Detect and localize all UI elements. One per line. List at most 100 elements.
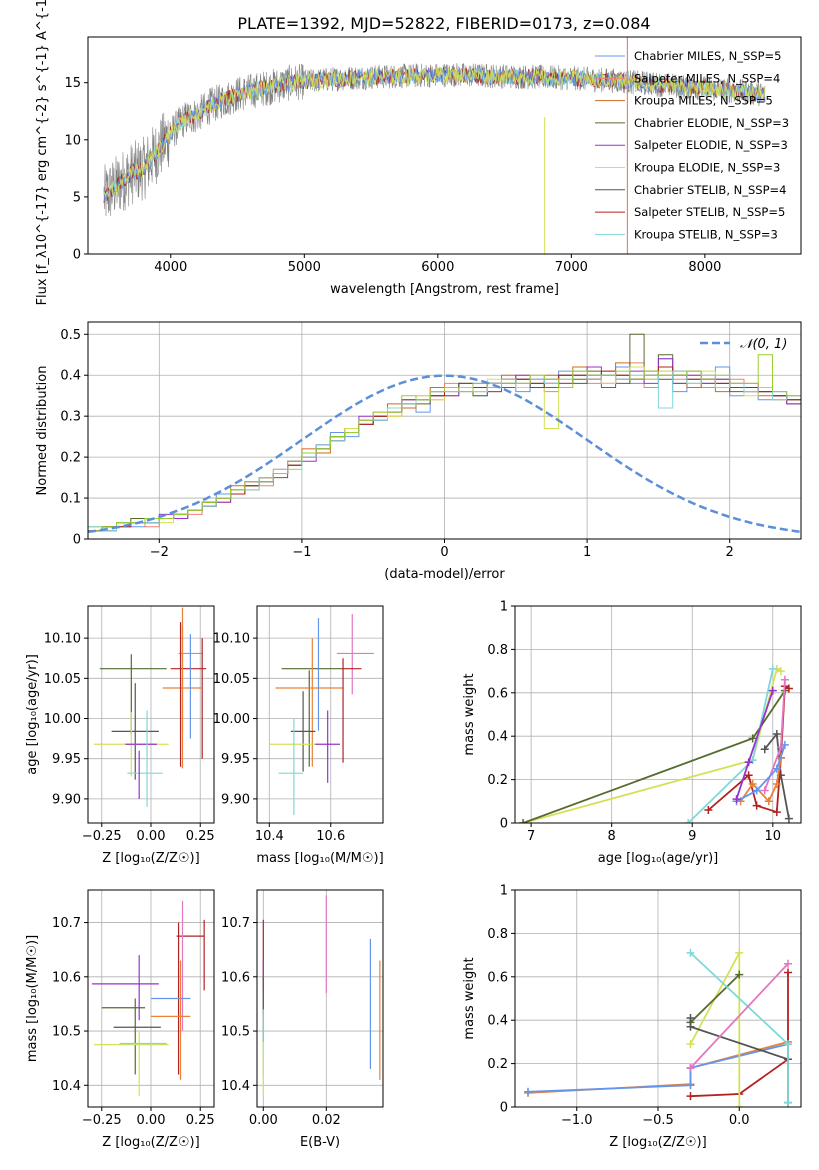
y-tick-label: 10.00 xyxy=(213,712,250,727)
series-marker xyxy=(684,819,693,823)
x-tick-label: 1 xyxy=(583,545,591,560)
x-tick-label: 0.02 xyxy=(312,1113,341,1128)
x-tick-label: −2 xyxy=(150,545,169,560)
age-vs-z-panel: −0.25 0.00 0.25 9.90 9.95 10.00 10.05 10.10 Z [l… xyxy=(25,605,215,866)
axes-frame xyxy=(514,605,802,824)
x-tick-label: 10.6 xyxy=(316,829,345,844)
series-marker xyxy=(784,968,792,977)
x-tick-label: −0.25 xyxy=(82,829,122,844)
legend-label: Salpeter ELODIE, N_SSP=3 xyxy=(634,138,788,152)
axes-frame xyxy=(87,36,802,255)
plot-area xyxy=(93,607,207,807)
residuals-panel: −2 −1 0 1 2 0 0.1 0.2 0.3 0.4 0.5 (data-model)/erro… xyxy=(35,321,802,582)
histogram xyxy=(88,362,801,532)
series-marker xyxy=(784,684,793,693)
mass-vs-z-panel: −0.25 0.00 0.25 10.4 10.5 10.6 10.7 Z [log₁₀(Z/… xyxy=(25,889,215,1150)
series-marker xyxy=(784,1098,792,1107)
series-marker xyxy=(744,758,753,767)
axes-frame xyxy=(256,605,384,824)
plot-area xyxy=(262,895,381,1097)
histogram xyxy=(88,358,801,532)
x-tick-label: 5000 xyxy=(288,260,321,275)
series-marker xyxy=(772,808,781,817)
series-marker xyxy=(704,805,713,814)
y-tick-label: 0 xyxy=(500,817,508,832)
figure-title: PLATE=1392, MJD=52822, FIBERID=0173, z=0… xyxy=(237,14,650,33)
x-tick-label: −1 xyxy=(292,545,311,560)
series-marker xyxy=(776,667,785,676)
series-marker xyxy=(780,675,789,684)
y-tick-label: 0.6 xyxy=(487,686,508,701)
histogram xyxy=(88,370,801,532)
y-axis-label: age [log₁₀(age/yr)] xyxy=(25,654,40,775)
y-tick-label: 10.5 xyxy=(52,1025,81,1040)
x-tick-label: 8 xyxy=(608,829,616,844)
legend-label: Kroupa ELODIE, N_SSP=3 xyxy=(634,161,780,175)
y-tick-label: 0.8 xyxy=(487,643,508,658)
series-marker xyxy=(772,764,781,773)
x-tick-label: 8000 xyxy=(688,260,721,275)
y-tick-label: 10 xyxy=(64,133,81,148)
y-tick-label: 10.7 xyxy=(221,916,250,931)
series-marker xyxy=(686,1092,695,1101)
y-tick-label: 10.7 xyxy=(52,916,81,931)
x-tick-label: −0.25 xyxy=(82,1113,122,1128)
plot-area xyxy=(103,37,766,254)
y-axis-label: Flux [f_λ10^{-17} erg cm^{-2} s^{-1} A^{… xyxy=(35,0,50,305)
series-line xyxy=(690,972,789,1098)
x-tick-label: 0.25 xyxy=(186,829,215,844)
x-tick-label: 0.00 xyxy=(249,1113,278,1128)
series-marker xyxy=(686,1063,695,1072)
y-tick-label: 5 xyxy=(73,190,81,205)
series-marker xyxy=(524,1087,532,1096)
legend-label: Salpeter MILES, N_SSP=4 xyxy=(634,71,780,85)
series-marker xyxy=(760,786,769,795)
series-marker xyxy=(686,1081,695,1090)
y-tick-label: 10.6 xyxy=(221,970,250,985)
series-marker xyxy=(735,970,744,979)
y-tick-label: 0 xyxy=(500,1101,508,1116)
legend-label: Kroupa STELIB, N_SSP=3 xyxy=(634,227,778,241)
y-tick-label: 10.05 xyxy=(44,672,81,687)
y-tick-label: 10.00 xyxy=(44,712,81,727)
legend-label: Chabrier MILES, N_SSP=5 xyxy=(634,49,781,63)
series-marker xyxy=(768,686,777,695)
series-marker xyxy=(784,814,793,823)
series-marker xyxy=(784,1040,792,1049)
y-tick-label: 0.4 xyxy=(487,730,508,745)
y-tick-label: 0 xyxy=(73,533,81,548)
histogram xyxy=(88,370,801,532)
legend-label: 𝒩(0, 1) xyxy=(740,337,787,352)
y-tick-label: 0.1 xyxy=(60,492,81,507)
series-line xyxy=(689,963,789,1069)
y-tick-label: 10.5 xyxy=(221,1025,250,1040)
series-marker xyxy=(686,948,695,957)
mass-weight-vs-age-panel: 7 8 9 10 0 0.2 0.4 0.6 0.8 1 age [log₁₀(age/yr)] ma… xyxy=(462,600,802,866)
x-axis-label: wavelength [Angstrom, rest frame] xyxy=(330,282,559,297)
y-tick-label: 0.2 xyxy=(487,773,508,788)
histogram xyxy=(88,358,801,532)
y-tick-label: 0.8 xyxy=(487,927,508,942)
x-tick-label: 10.4 xyxy=(255,829,284,844)
y-axis-label: mass [log₁₀(M/M☉)] xyxy=(25,935,40,1062)
x-tick-label: −1.0 xyxy=(561,1113,593,1128)
y-tick-label: 15 xyxy=(64,76,81,91)
x-tick-label: 10 xyxy=(765,829,782,844)
errorbar-point xyxy=(162,607,203,769)
series-marker xyxy=(735,948,744,957)
y-axis-label: mass weight xyxy=(462,673,477,755)
series-marker xyxy=(772,779,781,788)
x-tick-label: 9 xyxy=(688,829,696,844)
x-axis-label: age [log₁₀(age/yr)] xyxy=(598,851,719,866)
series-marker xyxy=(764,797,773,806)
series-marker xyxy=(686,1022,695,1031)
x-axis-label: Z [log₁₀(Z/Z☉)] xyxy=(102,851,199,866)
x-tick-label: 7 xyxy=(527,829,535,844)
plot-area xyxy=(88,333,801,534)
y-tick-label: 9.95 xyxy=(52,752,81,767)
series-line xyxy=(689,973,740,1024)
y-tick-label: 1 xyxy=(500,600,508,615)
series-line xyxy=(522,690,786,823)
y-tick-label: 0.6 xyxy=(487,970,508,985)
